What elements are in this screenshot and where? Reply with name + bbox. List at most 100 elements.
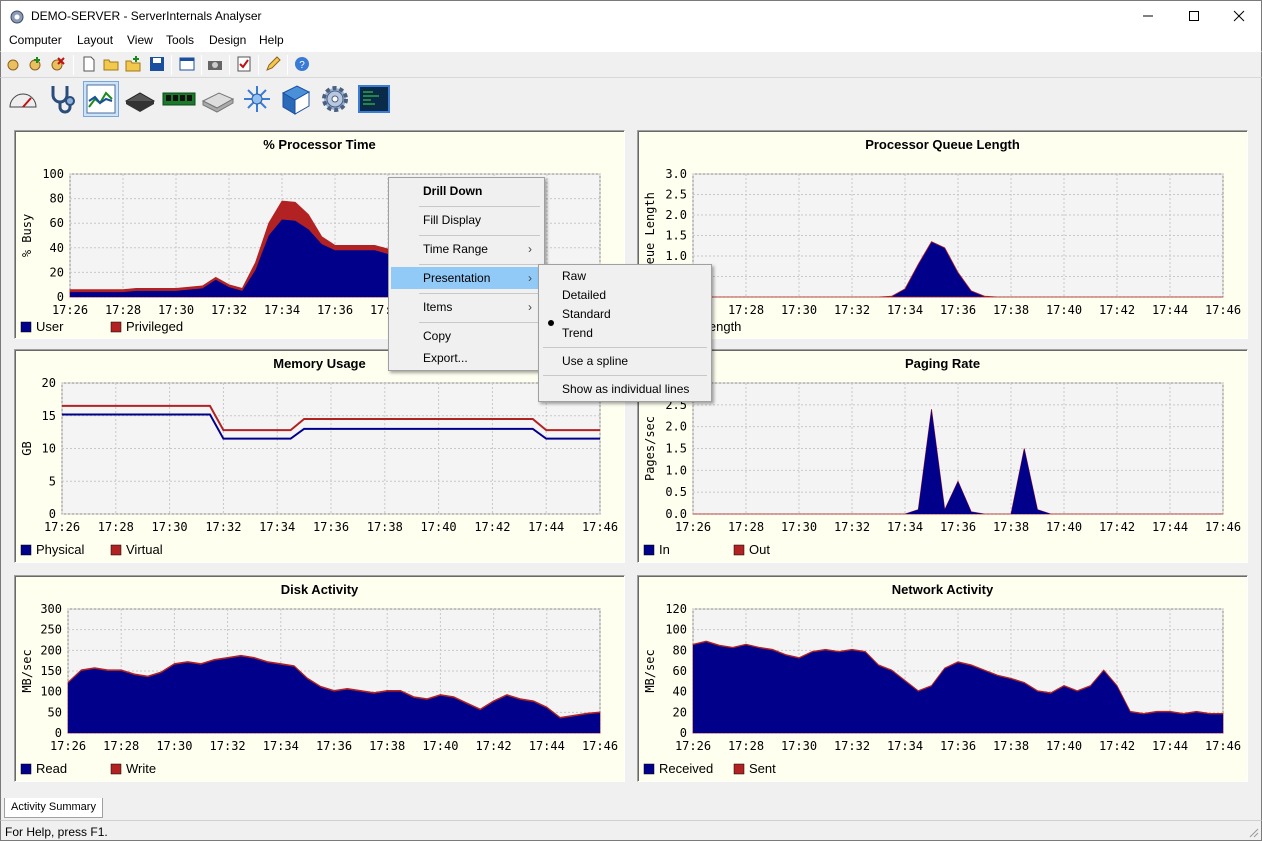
edit-icon[interactable] [265,56,281,72]
x-tick-label: 17:26 [50,739,86,753]
legend-label: Virtual [126,542,163,557]
x-tick-label: 17:40 [1046,739,1082,753]
memory-button[interactable] [161,81,197,117]
camera-icon[interactable] [207,56,223,72]
network-button[interactable] [239,81,275,117]
x-tick-label: 17:32 [834,303,870,317]
area-series-in [693,409,1223,514]
menu-help[interactable]: Help [259,33,284,47]
x-tick-label: 17:34 [263,739,299,753]
checklist-icon[interactable] [236,56,252,72]
submenu-item-raw[interactable]: Raw [562,269,587,283]
menu-item-drill-down[interactable]: Drill Down [423,184,483,198]
menu-tools[interactable]: Tools [166,33,195,47]
chart-panel-processor-queue[interactable]: Processor Queue Length 0.00.51.01.52.02.… [637,130,1248,339]
submenu-item-trend[interactable]: Trend [562,326,593,340]
y-tick-label: 120 [665,602,687,616]
submenu-item-standard[interactable]: Standard [541,303,709,326]
y-tick-label: 20 [673,705,687,719]
menu-item-time-range[interactable]: Time Range › [391,238,542,260]
y-axis-label: MB/sec [643,649,657,692]
chart-panel-network[interactable]: Network Activity 0 20 40 60 80 100 120 17:26 17:… [637,575,1248,782]
add-folder-icon[interactable] [125,56,141,72]
close-button[interactable] [1216,1,1262,31]
y-tick-label: 250 [40,623,62,637]
chart-icon [86,84,116,114]
x-tick-label: 17:28 [103,739,139,753]
health-button[interactable] [44,81,80,117]
minimize-button[interactable] [1125,1,1171,31]
x-tick-label: 17:40 [421,520,457,534]
y-tick-label: 100 [665,623,687,637]
terminal-icon [358,85,390,113]
chart-title: Paging Rate [904,356,981,371]
menu-item-presentation[interactable]: Presentation › [391,267,542,289]
menu-layout[interactable]: Layout [77,33,114,47]
chart-panel-disk[interactable]: Disk Activity 0 50 100 150 200 250 300 17:26 17:… [14,575,625,782]
x-tick-label: 17:28 [728,739,764,753]
open-folder-icon[interactable] [103,56,119,72]
menu-item-copy[interactable]: Copy [423,329,452,343]
processors-button[interactable] [122,81,158,117]
console-button[interactable] [356,81,392,117]
settings-button[interactable] [317,81,353,117]
resize-grip-icon[interactable] [1247,826,1259,838]
save-icon[interactable] [149,56,165,72]
x-tick-label: 17:32 [834,739,870,753]
chart-network: 0 20 40 60 80 100 120 17:26 17:28 17:30 17:32 17:34… [643,602,1241,776]
chart-panel-memory[interactable]: Memory Usage 0 5 10 15 20 17:26 17:28 17:30 17:3… [14,349,625,563]
legend-swatch [110,763,122,775]
menu-computer[interactable]: Computer [9,33,62,47]
y-tick-label: 80 [50,192,64,206]
maximize-icon [1189,11,1199,21]
maximize-button[interactable] [1171,1,1217,31]
menu-view[interactable]: View [127,33,153,47]
overview-button[interactable] [5,81,41,117]
open-icon[interactable] [5,56,21,72]
chart-panel-paging[interactable]: Paging Rate 0.00.51.01.52.02.53.017:2617… [637,349,1248,563]
x-tick-label: 17:42 [1099,739,1135,753]
activity-button[interactable] [83,81,119,117]
legend-label: Out [749,542,770,557]
y-tick-label: 300 [40,602,62,616]
chart-disk: 0 50 100 150 200 250 300 17:26 17:28 17:30 17:32 17… [20,602,618,776]
gear-icon [322,86,348,112]
svg-text:?: ? [299,60,305,71]
tab-activity-summary[interactable]: Activity Summary [4,798,103,818]
menu-item-fill-display[interactable]: Fill Display [423,213,482,227]
menu-design[interactable]: Design [209,33,247,47]
documentation-button[interactable] [278,81,314,117]
x-tick-label: 17:46 [582,520,618,534]
legend-swatch [20,544,32,556]
menu-item-export[interactable]: Export... [423,351,468,365]
y-tick-label: 10 [42,442,56,456]
submenu-item-detailed[interactable]: Detailed [562,288,607,302]
x-tick-label: 17:30 [781,739,817,753]
menu-item-items[interactable]: Items › [391,296,542,318]
y-tick-label: 80 [673,643,687,657]
x-tick-label: 17:26 [675,520,711,534]
y-tick-label: 2.0 [665,208,687,222]
submenu-item-individual-lines[interactable]: Show as individual lines [562,382,690,396]
add-icon[interactable] [27,56,43,72]
submenu-item-spline[interactable]: Use a spline [562,354,629,368]
menu-item-label: Items [423,300,453,314]
y-tick-label: 15 [42,409,56,423]
x-tick-label: 17:44 [1152,520,1188,534]
help-icon[interactable]: ? [294,56,310,72]
close-icon [1233,10,1245,22]
x-tick-label: 17:46 [1205,739,1241,753]
chart-panel-processor-time[interactable]: % Processor Time 0 20 40 60 80 100 17:26 17:28 1… [14,130,625,339]
x-tick-label: 17:28 [98,520,134,534]
legend-label: Privileged [126,319,183,334]
x-tick-label: 17:38 [369,739,405,753]
chart-title: Memory Usage [273,356,366,371]
disks-button[interactable] [200,81,236,117]
window-icon[interactable] [179,56,195,72]
window-title: DEMO-SERVER - ServerInternals Analyser [31,9,262,23]
remove-icon[interactable] [49,56,65,72]
y-tick-label: 150 [40,664,62,678]
legend-label: Write [126,761,156,776]
stethoscope-icon [51,86,75,114]
new-document-icon[interactable] [81,56,97,72]
